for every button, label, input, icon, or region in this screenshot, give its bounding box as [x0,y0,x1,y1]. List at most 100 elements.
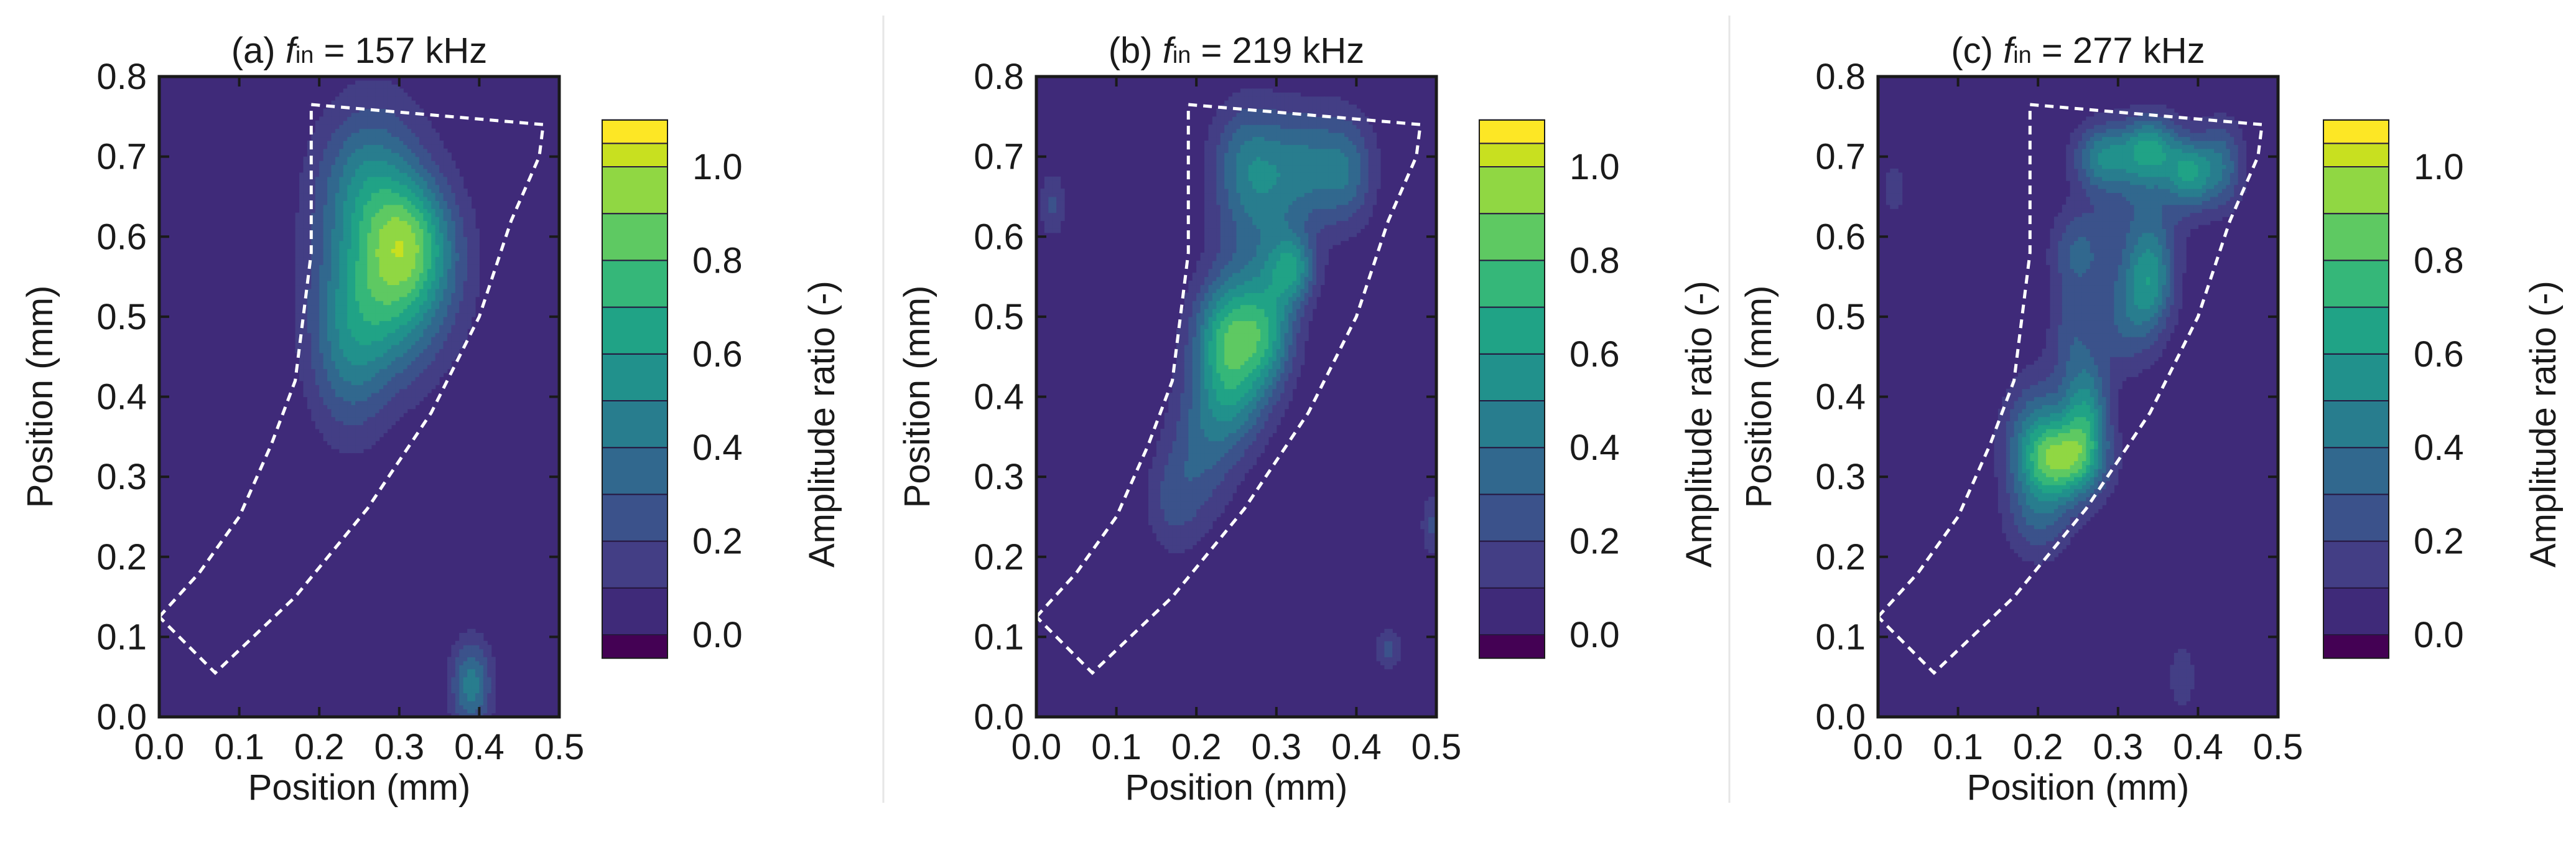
heatmap-cell [395,348,400,353]
heatmap-cell [355,84,360,89]
heatmap-cell [1204,320,1209,325]
heatmap-cell [379,388,384,393]
heatmap-cell [343,396,348,401]
heatmap-cell [1212,276,1217,281]
heatmap-cell [1200,372,1205,377]
heatmap-cell [427,200,432,205]
heatmap-cell [367,156,372,161]
heatmap-cell [451,701,456,706]
y-tick-label: 0.3 [96,457,147,497]
heatmap-cell [1172,508,1177,513]
heatmap-cell [355,388,360,393]
heatmap-cell [1172,388,1177,393]
heatmap-cell [359,329,364,334]
heatmap-cell [459,693,464,698]
heatmap-cell [455,264,460,269]
heatmap-cell [459,232,464,237]
heatmap-cell [427,136,432,141]
heatmap-cell [423,217,428,222]
heatmap-cell [423,200,428,205]
heatmap-cell [311,256,316,261]
heatmap-cell [1196,480,1201,485]
heatmap-cell [427,264,432,269]
heatmap-cell [1156,505,1161,510]
heatmap-cell [1188,444,1193,449]
heatmap-cell [447,704,452,709]
heatmap-cell [1152,477,1157,482]
heatmap-cell [1196,477,1201,482]
heatmap-cell [351,309,356,314]
heatmap-cell [439,360,444,365]
heatmap-cell [427,124,432,129]
heatmap-cell [1176,548,1181,553]
panel-title-prefix: (a) [231,30,286,71]
heatmap-cell [463,196,468,201]
heatmap-cell [1192,280,1197,286]
heatmap-cell [303,316,308,321]
heatmap-cell [335,224,340,229]
heatmap-cell [395,329,400,334]
heatmap-cell [423,324,428,329]
heatmap-cell [355,184,360,189]
heatmap-cell [415,108,420,113]
heatmap-cell [1216,472,1221,477]
heatmap-cell [1188,405,1193,409]
heatmap-cell [1160,461,1165,465]
heatmap-cell [1220,472,1225,477]
heatmap-cell [1172,380,1177,385]
heatmap-cell [1208,337,1213,342]
heatmap-cell [359,388,364,393]
heatmap-cell [311,208,316,213]
heatmap-cell [395,176,400,181]
heatmap-cell [375,309,380,314]
heatmap-cell [355,224,360,229]
heatmap-cell [415,256,420,261]
heatmap-cell [431,268,436,273]
heatmap-cell [1224,284,1229,289]
heatmap-cell [447,673,452,678]
heatmap-cell [387,240,392,245]
heatmap-cell [323,309,328,314]
heatmap-cell [1188,492,1193,497]
heatmap-cell [359,84,364,89]
heatmap-cell [1212,428,1217,433]
heatmap-cell [435,352,440,357]
heatmap-cell [1148,508,1153,513]
heatmap-cell [419,260,424,265]
heatmap-cell [427,224,432,229]
heatmap-cell [407,357,412,362]
heatmap-cell [1204,284,1209,289]
heatmap-cell [379,144,384,149]
heatmap-cell [395,116,400,121]
heatmap-cell [419,245,424,250]
heatmap-cell [1180,372,1185,377]
heatmap-cell [319,161,324,166]
heatmap-cell [391,96,396,101]
heatmap-cell [323,273,328,278]
heatmap-cell [439,256,444,261]
heatmap-cell [451,288,456,293]
heatmap-cell [339,424,344,429]
heatmap-cell [1180,332,1185,337]
heatmap-cell [1176,377,1181,381]
heatmap-cell [1164,545,1169,550]
heatmap-cell [371,428,376,433]
heatmap-cell [1208,380,1213,385]
heatmap-cell [1220,152,1225,157]
heatmap-cell [439,180,444,185]
heatmap-cell [1176,393,1181,398]
heatmap-cell [1212,324,1217,329]
heatmap-cell [427,196,432,201]
heatmap-cell [307,280,312,286]
heatmap-cell [371,416,376,421]
heatmap-cell [387,368,392,373]
heatmap-cell [427,140,432,145]
heatmap-cell [363,236,368,241]
heatmap-cell [383,156,388,161]
heatmap-cell [323,324,328,329]
heatmap-cell [379,424,384,429]
heatmap-cell [311,292,316,297]
heatmap-cell [443,304,448,309]
heatmap-cell [363,316,368,321]
heatmap-cell [367,352,372,357]
